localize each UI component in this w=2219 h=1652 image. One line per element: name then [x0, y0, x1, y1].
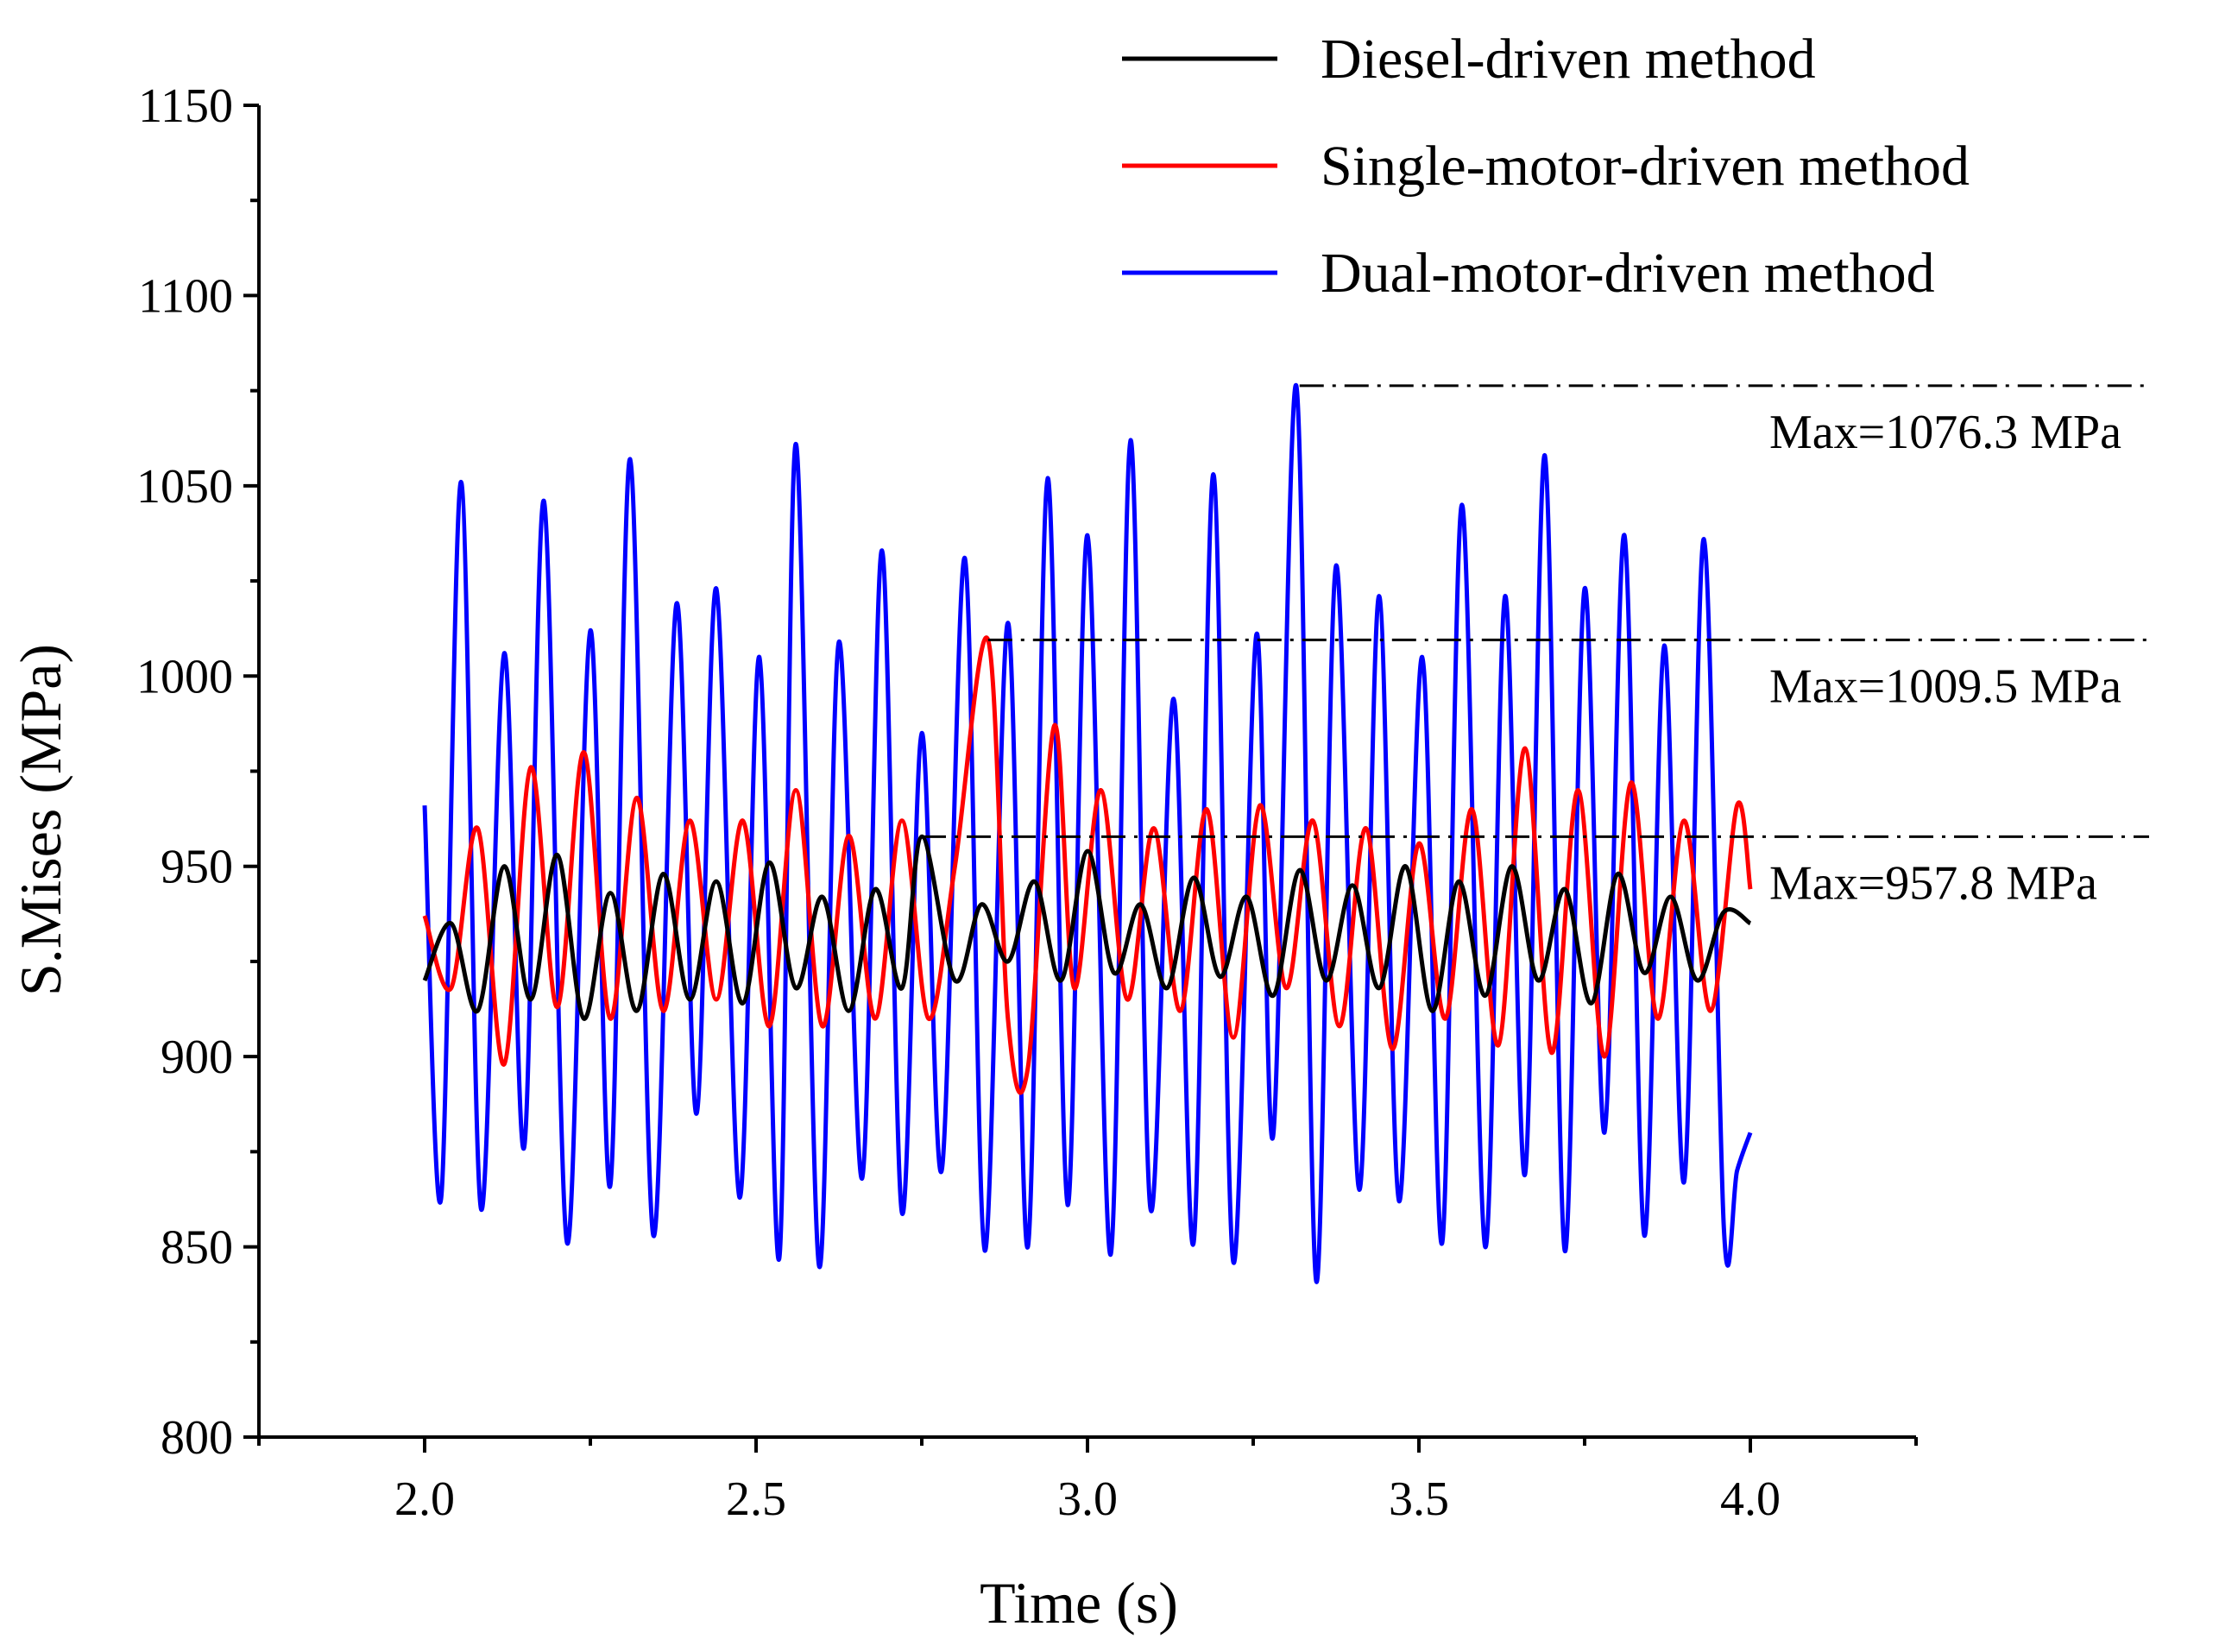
- series-line-diesel-driven-method: [422, 834, 1752, 1021]
- max-annotation-label: Max=1076.3 MPa: [1769, 406, 2121, 459]
- legend-label: Dual-motor-driven method: [1321, 242, 1935, 305]
- y-tick-label: 1050: [136, 460, 233, 514]
- x-tick-label: 3.5: [1389, 1472, 1449, 1526]
- y-tick-label: 1000: [136, 650, 233, 703]
- annotation-layer: Max=1076.3 MPa Max=1009.5 MPa Max=957.8 MP…: [922, 384, 2149, 910]
- y-tick-label: 1100: [138, 269, 233, 323]
- max-annotation-label: Max=1009.5 MPa: [1769, 659, 2121, 713]
- y-tick-label: 850: [161, 1221, 233, 1275]
- x-axis-title: Time (s): [980, 1570, 1178, 1636]
- series-layer: [422, 383, 1753, 1284]
- axes: 800 850 900 950 1000 1050 1100 1150 2.0 2.5 3.0 3.5…: [136, 79, 1918, 1526]
- max-annotation-label: Max=957.8 MPa: [1769, 856, 2097, 910]
- x-tick-label: 2.5: [726, 1472, 786, 1526]
- legend-label: Diesel-driven method: [1321, 28, 1816, 91]
- y-axis-title: S.Mises (MPa): [8, 644, 73, 996]
- y-tick-label: 900: [161, 1031, 233, 1084]
- y-tick-label: 800: [161, 1411, 233, 1465]
- legend-label: Single-motor-driven method: [1321, 135, 1970, 198]
- x-tick-label: 2.0: [394, 1472, 455, 1526]
- legend: Diesel-driven method Single-motor-driven …: [1122, 28, 1970, 305]
- series-line-dual-motor-driven-method: [422, 383, 1753, 1284]
- x-tick-label: 4.0: [1720, 1472, 1781, 1526]
- y-tick-label: 950: [161, 841, 233, 894]
- y-tick-label: 1150: [138, 79, 233, 133]
- x-tick-label: 3.0: [1057, 1472, 1118, 1526]
